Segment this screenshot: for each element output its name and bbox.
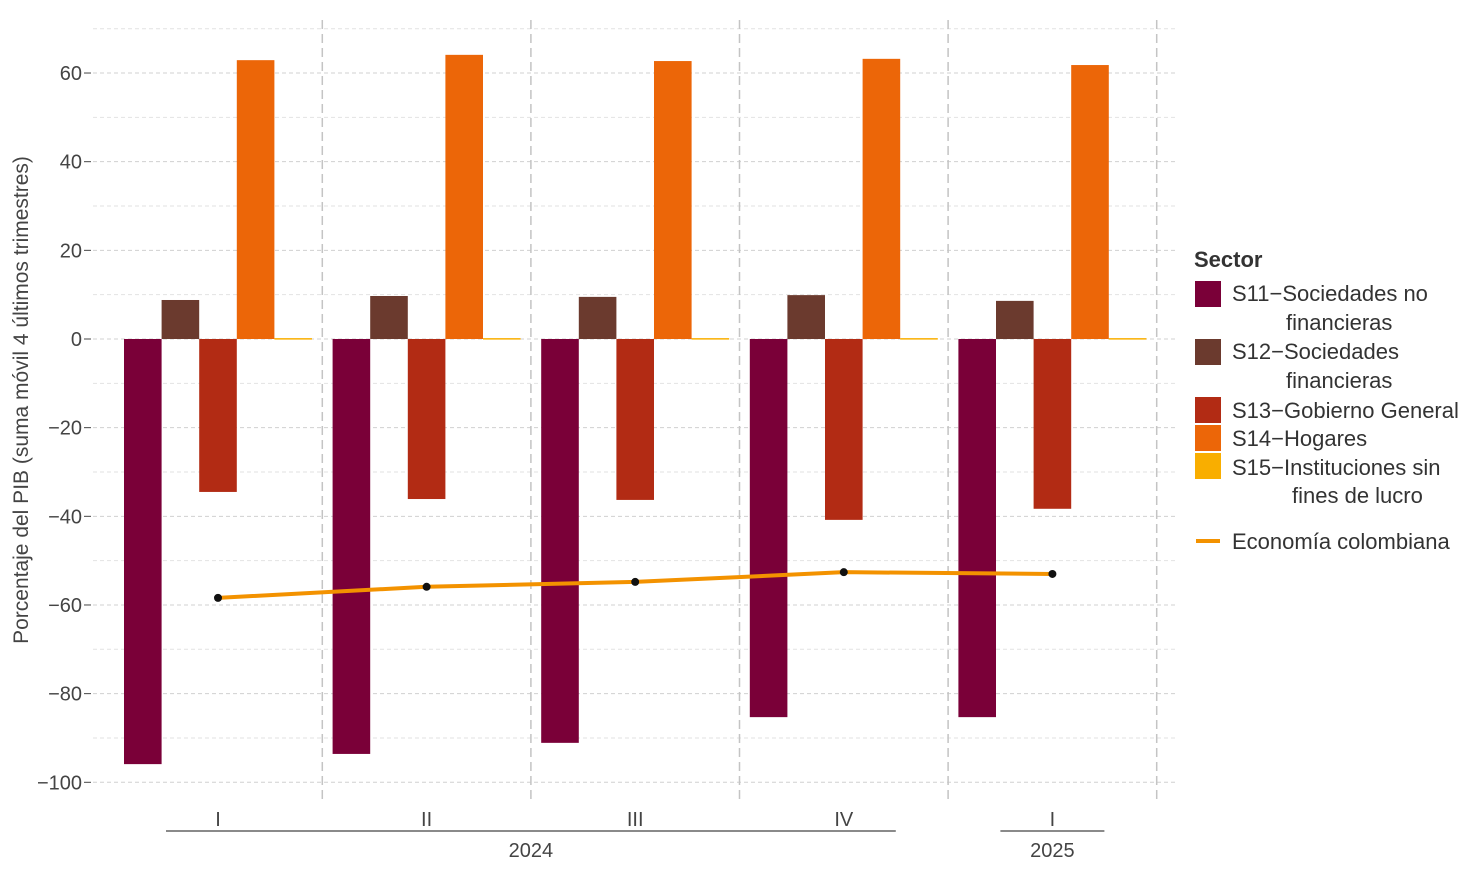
legend-label: financieras [1286,368,1392,393]
legend-swatch [1195,397,1221,423]
y-tick-label: 20 [60,240,82,262]
bar-s15 [900,338,938,340]
bar-s11 [541,339,579,743]
bar-s11 [124,339,162,765]
y-tick-label: 0 [71,329,82,351]
y-tick-label: −80 [48,684,82,706]
y-axis-label: Porcentaje del PIB (suma móvil 4 últimos… [10,156,33,644]
bar-s11 [958,339,996,718]
line-point [1048,569,1057,578]
legend-label: financieras [1286,310,1392,335]
bar-s15 [274,338,312,340]
bar-s14 [445,54,483,340]
x-tick-label: I [1050,809,1056,831]
y-tick-label: 60 [60,63,82,85]
legend-swatch [1195,425,1221,451]
bar-s12 [787,295,825,339]
bar-s13 [616,339,654,500]
bar-s12 [578,296,617,339]
y-tick-label: −20 [48,418,82,440]
x-tick-label: I [215,809,221,831]
line-point [422,582,431,591]
line-point [839,568,848,577]
x-tick-label: III [627,809,644,831]
year-label: 2024 [509,840,554,862]
legend-swatch [1195,339,1221,365]
y-tick-label: −60 [48,595,82,617]
year-label: 2025 [1030,840,1075,862]
bar-s13 [1033,339,1072,509]
line-point [631,577,640,586]
bar-s15 [1108,338,1147,340]
legend-label: S13−Gobierno General [1232,398,1459,423]
bar-s12 [161,299,200,339]
legend-swatch [1195,281,1221,307]
legend-title: Sector [1194,247,1263,272]
legend-label: S12−Sociedades [1232,339,1399,364]
bar-s12 [370,295,408,339]
legend-label: S15−Instituciones sin [1232,455,1441,480]
bar-s14 [236,60,275,339]
y-tick-label: 40 [60,152,82,174]
legend-label: fines de lucro [1292,483,1423,508]
legend-label: S14−Hogares [1232,426,1367,451]
bar-s13 [199,339,237,492]
legend-label: Economía colombiana [1232,529,1450,554]
bar-s14 [1071,65,1109,340]
bar-s11 [332,339,371,754]
bar-s15 [691,338,730,340]
bar-s12 [996,300,1034,339]
bar-s15 [483,338,521,340]
bar-s14 [862,58,901,339]
y-tick-label: −100 [37,772,82,794]
bar-s13 [407,339,446,500]
line-point [214,593,222,602]
bar-s13 [825,339,863,520]
bar-s14 [654,61,692,339]
y-tick-label: −40 [48,506,82,528]
legend-swatch [1195,453,1221,479]
legend-label: S11−Sociedades no [1232,281,1428,306]
x-tick-label: II [421,809,432,831]
bar-s11 [749,339,788,718]
x-tick-label: IV [834,809,854,831]
